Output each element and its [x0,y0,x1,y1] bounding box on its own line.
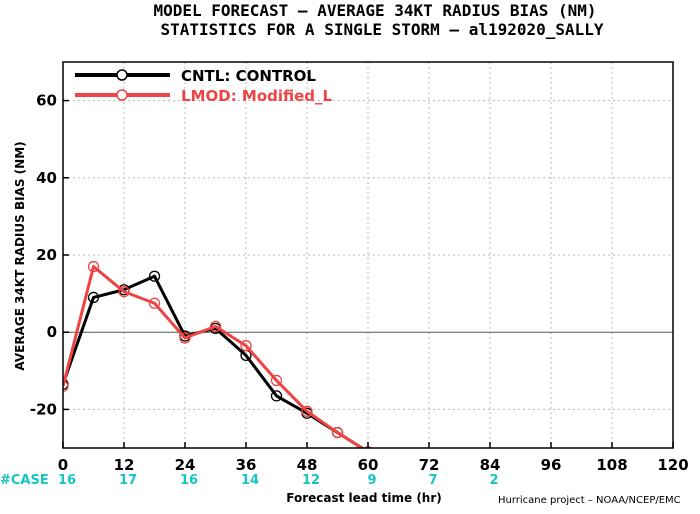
data-point [148,297,161,309]
y-tick-label: 0 [47,323,57,341]
case-count: 2 [489,473,498,488]
legend-label: CNTL: CONTROL [181,67,316,85]
x-tick-labels: 0 12 24 36 48 60 72 84 96 108 120 [58,442,689,474]
data-point [209,320,222,333]
case-count: 16 [58,473,76,488]
legend-marker [116,69,128,81]
case-count: 9 [367,473,376,488]
legend: CNTL: CONTROL LMOD: Modified_L [75,67,333,105]
data-point [301,405,313,417]
x-tick-label: 72 [419,456,440,474]
grid-lines [63,62,673,448]
x-tick-label: 108 [596,456,627,474]
data-point [179,332,191,344]
case-count: 16 [180,473,198,488]
chart-title: MODEL FORECAST – AVERAGE 34KT RADIUS BIA… [153,1,596,20]
x-tick-label: 36 [236,456,257,474]
case-count: 17 [119,473,137,488]
x-tick-label: 24 [175,456,196,474]
data-point [63,380,69,392]
legend-label: LMOD: Modified_L [181,87,333,105]
data-point [87,260,100,273]
data-point [118,286,130,298]
x-tick-label: 0 [58,456,68,474]
x-axis-label: Forecast lead time (hr) [286,491,442,505]
data-point [331,426,344,439]
chart-subtitle: STATISTICS FOR A SINGLE STORM – al192020… [160,20,603,39]
case-count: 14 [241,473,259,488]
series-line [63,265,365,448]
data-point [270,374,283,387]
case-label: #CASE [0,473,49,488]
data-point [148,270,161,282]
case-count: 12 [302,473,320,488]
y-tick-label: 40 [36,169,57,187]
x-tick-label: 84 [480,456,501,474]
series-line [63,274,365,448]
data-point [87,291,100,304]
x-tick-label: 60 [358,456,379,474]
x-tick-label: 120 [657,456,688,474]
case-counts: #CASE 16 17 16 14 12 9 7 2 [0,473,499,488]
y-tick-label: 20 [36,246,57,264]
x-tick-label: 48 [297,456,318,474]
x-tick-label: 96 [541,456,562,474]
y-tick-labels: -20 0 20 40 60 [30,92,69,418]
y-axis-label: AVERAGE 34KT RADIUS BIAS (NM) [13,141,27,370]
data-point [270,390,283,402]
series-layer [63,260,373,448]
y-tick-label: 60 [36,92,57,110]
x-tick-label: 12 [114,456,135,474]
legend-marker [116,89,128,101]
y-tick-label: -20 [30,400,57,418]
credit-text: Hurricane project – NOAA/NCEP/EMC [498,495,681,506]
series-1 [63,260,373,448]
series-0 [63,270,373,448]
case-count: 7 [428,473,437,488]
data-point [240,340,252,352]
